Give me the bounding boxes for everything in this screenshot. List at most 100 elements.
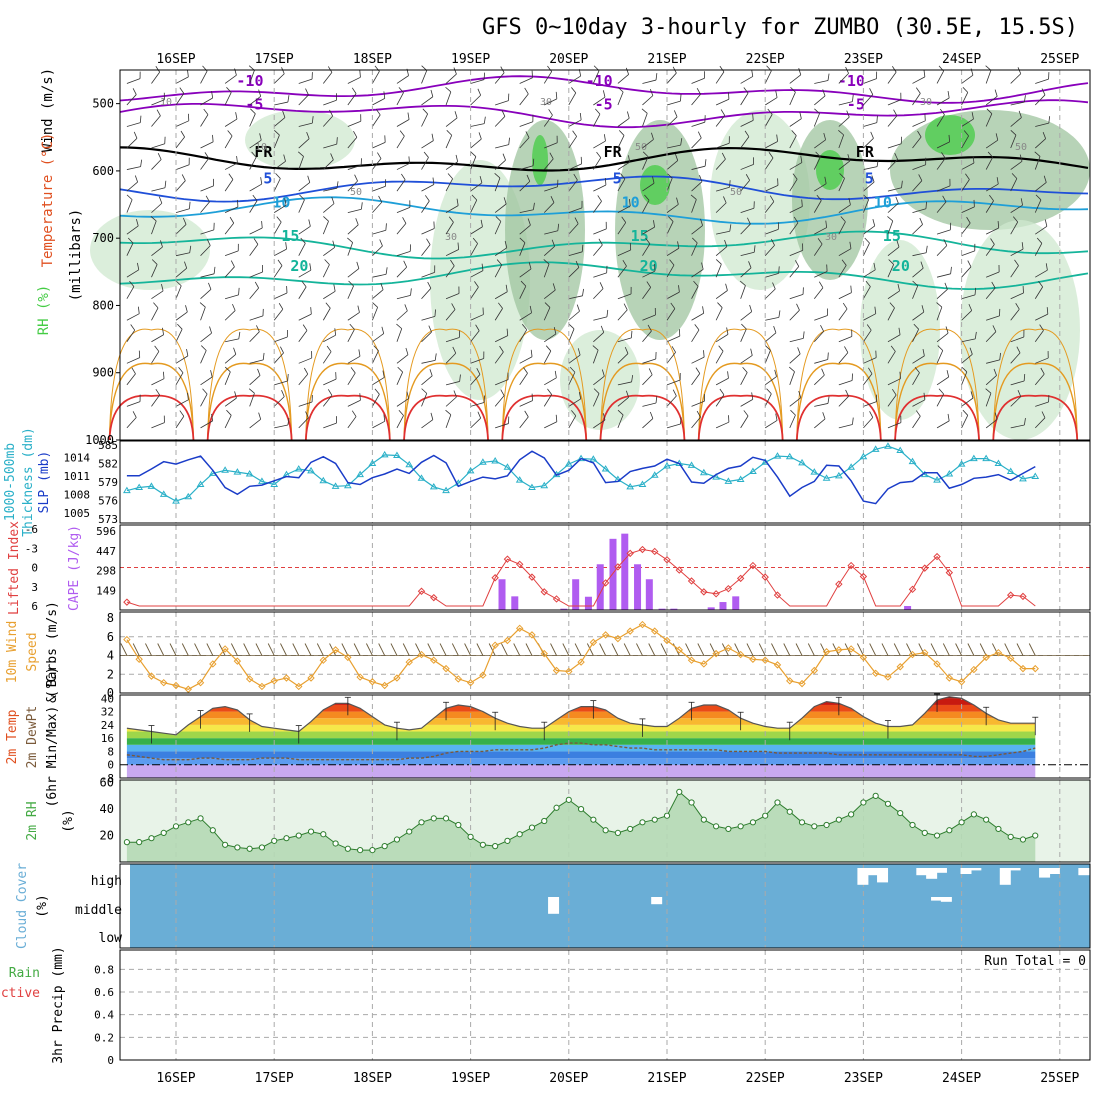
wind-ylabel-3: & Barbs (m/s): [45, 601, 60, 703]
wind-barb-flag: [1017, 67, 1022, 74]
wind-barb-flag: [506, 328, 509, 336]
wind-barb-flag: [898, 327, 901, 335]
wind-barb: [740, 136, 750, 149]
wind-barb: [740, 92, 749, 106]
surface-barb: [807, 643, 815, 656]
rh-point: [921, 829, 928, 837]
y-tick-label: 600: [92, 164, 114, 178]
wind-barb-flag: [1012, 216, 1019, 223]
wind-barb: [887, 220, 894, 235]
thickness-point: [589, 455, 598, 462]
wind-barb-flag: [797, 347, 801, 355]
wind-barb: [912, 136, 922, 149]
wind-barb: [396, 354, 409, 364]
wind-barb: [985, 227, 999, 235]
cape-bar: [609, 538, 617, 610]
wind-barb: [764, 201, 775, 213]
wind-barb: [273, 221, 282, 235]
isotherm-label: 5: [865, 170, 874, 188]
wind-speed-point: [540, 649, 548, 658]
wind-barb: [936, 201, 947, 213]
wind-barb: [249, 418, 261, 429]
wind-barb-flag: [254, 281, 259, 289]
wind-barb: [568, 295, 583, 300]
wind-barb: [151, 246, 163, 256]
rh-point: [123, 839, 131, 846]
wind-barb: [470, 270, 484, 278]
wind-barb: [912, 120, 926, 127]
warm-contour: [108, 394, 195, 441]
wind-barb-flag: [305, 411, 309, 418]
rh-contour-label: 10: [160, 97, 172, 108]
wind-barb: [912, 208, 927, 214]
rh-point: [430, 815, 437, 822]
wind-barb-flag: [447, 173, 453, 179]
date-label-bottom: 21SEP: [647, 1071, 686, 1086]
wind-barb-flag: [680, 417, 682, 425]
wind-barb-flag: [233, 347, 237, 355]
rh-point: [271, 837, 278, 844]
rh-contour-label: 50: [635, 142, 647, 153]
wind-barb: [126, 138, 138, 149]
temp-tick-label: -8: [101, 772, 114, 785]
wind-barb-flag: [817, 238, 823, 245]
cape-bar: [707, 607, 715, 610]
wind-barb-flag: [822, 89, 826, 97]
wind-barb: [224, 266, 235, 278]
surface-barb: [415, 643, 422, 656]
wind-barb-flag: [617, 86, 624, 93]
rh-point: [983, 816, 990, 823]
wind-barb-flag: [408, 156, 410, 164]
wind-barb: [126, 357, 140, 364]
wind-barb-flag: [357, 305, 360, 313]
wind-barb-flag: [842, 302, 848, 310]
wind-barb-flag: [628, 155, 631, 163]
wind-speed-point: [896, 663, 904, 671]
wind-barb-flag: [260, 177, 263, 185]
wind-barb: [1010, 380, 1025, 386]
wind-barb-flag: [921, 305, 925, 313]
wind-barb-flag: [717, 302, 723, 308]
surface-barb: [525, 643, 533, 656]
wind-barb: [1034, 373, 1045, 386]
wind-barb: [298, 182, 311, 192]
wind-barb: [175, 120, 189, 127]
slp-ylabel-2: Thickness (dm): [21, 427, 36, 537]
rh-point: [1019, 836, 1027, 843]
wind-barb-flag: [434, 353, 437, 361]
wind-barb: [691, 242, 698, 256]
wind-barb-flag: [252, 194, 258, 201]
wind-barb: [642, 156, 649, 170]
wind-speed-point: [282, 674, 291, 682]
wind-barb: [224, 415, 232, 429]
wind-barb-flag: [1023, 373, 1026, 382]
wind-barb-flag: [962, 409, 969, 416]
wind-barb-flag: [874, 306, 877, 314]
rh-point: [258, 844, 266, 851]
cloud-ylabel-1: Cloud Cover: [15, 863, 30, 949]
slp-ylabel-1: 1000-500mb: [3, 443, 18, 521]
wind-barb-flag: [773, 326, 777, 333]
wind-barb: [494, 177, 501, 192]
wind-barb-flag: [642, 151, 649, 158]
wind-barb-flag: [258, 89, 262, 97]
wind-barb-flag: [262, 352, 265, 360]
wind-barb: [421, 393, 428, 407]
wind-barb: [224, 250, 239, 257]
wind-speed-point: [798, 679, 806, 688]
wind-barb: [568, 398, 581, 407]
wind-barb-flag: [872, 219, 876, 227]
thickness-point: [884, 442, 892, 449]
wind-barb-flag: [913, 323, 919, 330]
wind-speed-point: [675, 646, 683, 654]
lifted-index-point: [515, 560, 524, 568]
wind-barb: [691, 77, 705, 84]
wind-barb-flag: [431, 133, 434, 141]
wind-barb: [396, 135, 405, 149]
thickness-point: [442, 486, 450, 494]
wind-barb: [789, 414, 796, 429]
wind-barb: [396, 92, 404, 106]
wind-barb: [372, 420, 385, 429]
